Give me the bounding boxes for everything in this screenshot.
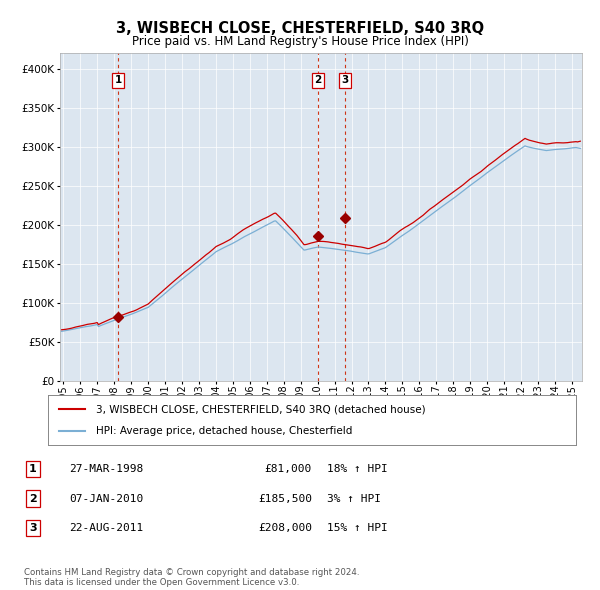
Text: 3: 3 <box>29 523 37 533</box>
Text: Contains HM Land Registry data © Crown copyright and database right 2024.
This d: Contains HM Land Registry data © Crown c… <box>24 568 359 587</box>
Text: 27-MAR-1998: 27-MAR-1998 <box>69 464 143 474</box>
Text: £81,000: £81,000 <box>265 464 312 474</box>
Text: 2: 2 <box>314 76 322 86</box>
Text: 3, WISBECH CLOSE, CHESTERFIELD, S40 3RQ: 3, WISBECH CLOSE, CHESTERFIELD, S40 3RQ <box>116 21 484 35</box>
Text: 2: 2 <box>29 494 37 503</box>
Text: 1: 1 <box>29 464 37 474</box>
Text: 07-JAN-2010: 07-JAN-2010 <box>69 494 143 503</box>
Text: 18% ↑ HPI: 18% ↑ HPI <box>327 464 388 474</box>
Text: 3: 3 <box>341 76 349 86</box>
Text: £185,500: £185,500 <box>258 494 312 503</box>
Text: 1: 1 <box>115 76 122 86</box>
Text: 3% ↑ HPI: 3% ↑ HPI <box>327 494 381 503</box>
Text: 3, WISBECH CLOSE, CHESTERFIELD, S40 3RQ (detached house): 3, WISBECH CLOSE, CHESTERFIELD, S40 3RQ … <box>95 404 425 414</box>
Text: £208,000: £208,000 <box>258 523 312 533</box>
Text: 22-AUG-2011: 22-AUG-2011 <box>69 523 143 533</box>
Text: Price paid vs. HM Land Registry's House Price Index (HPI): Price paid vs. HM Land Registry's House … <box>131 35 469 48</box>
Text: HPI: Average price, detached house, Chesterfield: HPI: Average price, detached house, Ches… <box>95 427 352 437</box>
Text: 15% ↑ HPI: 15% ↑ HPI <box>327 523 388 533</box>
